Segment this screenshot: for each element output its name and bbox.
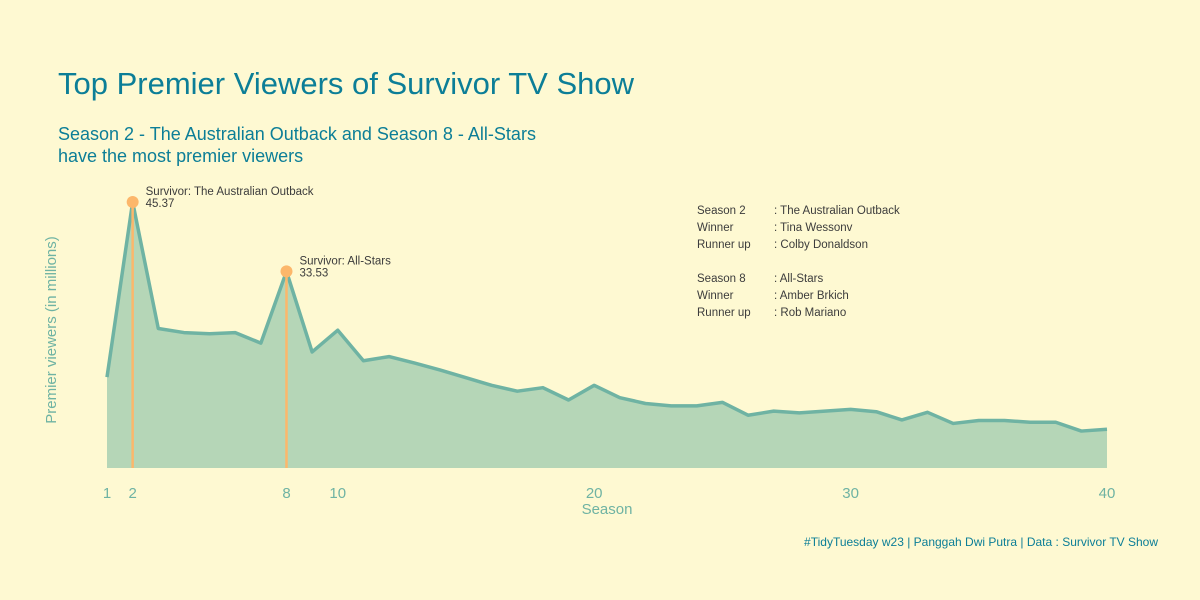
info-value: : Colby Donaldson xyxy=(774,239,868,251)
info-key: Runner up xyxy=(697,307,751,319)
info-value: : The Australian Outback xyxy=(774,205,900,217)
line-layer xyxy=(105,200,1108,433)
x-tick-label: 40 xyxy=(1099,485,1116,502)
season-info-panel: Season 2 : The Australian Outback Winner:… xyxy=(697,203,900,322)
x-tick-label: 2 xyxy=(128,485,136,502)
chart-caption: #TidyTuesday w23 | Panggah Dwi Putra | D… xyxy=(804,535,1158,549)
info-value: : Rob Mariano xyxy=(774,307,847,319)
info-value: : All-Stars xyxy=(774,273,824,285)
highlight-label: Survivor: The Australian Outback xyxy=(146,186,314,198)
info-value: : Amber Brkich xyxy=(774,290,849,302)
x-tick-label: 20 xyxy=(586,485,603,502)
chart-title: Top Premier Viewers of Survivor TV Show xyxy=(58,66,635,101)
highlight-point xyxy=(126,196,139,208)
chart-subtitle: Season 2 - The Australian Outback and Se… xyxy=(58,123,536,167)
viewers-area xyxy=(107,202,1107,468)
info-key: Runner up xyxy=(697,239,751,251)
x-axis-label: Season xyxy=(582,501,633,518)
highlight-value-label: 33.53 xyxy=(299,267,328,279)
info-spacer xyxy=(697,254,900,271)
info-row-season8-runnerup: Runner up : Rob Mariano xyxy=(697,305,900,322)
info-key: Winner xyxy=(697,222,734,234)
info-row-season8-winner: Winner : Amber Brkich xyxy=(697,288,900,305)
info-value: : Tina Wessonv xyxy=(774,222,853,234)
x-tick-label: 1 xyxy=(103,485,111,502)
info-row-season8: Season 8 : All-Stars xyxy=(697,271,900,288)
x-tick-label: 8 xyxy=(282,485,290,502)
x-tick-label: 30 xyxy=(842,485,859,502)
y-axis-label: Premier viewers (in millions) xyxy=(43,236,60,424)
viewers-line xyxy=(105,200,1108,433)
info-row-season2-winner: Winner : Tina Wessonv xyxy=(697,220,900,237)
info-row-season2: Season 2 : The Australian Outback xyxy=(697,203,900,220)
subtitle-line-2: have the most premier viewers xyxy=(58,146,304,166)
info-key: Season 8 xyxy=(697,273,746,285)
highlight-value-label: 45.37 xyxy=(146,198,175,210)
highlight-label: Survivor: All-Stars xyxy=(299,255,391,267)
info-key: Season 2 xyxy=(697,205,746,217)
info-key: Winner xyxy=(697,290,734,302)
area-layer xyxy=(107,202,1107,468)
subtitle-line-1: Season 2 - The Australian Outback and Se… xyxy=(58,124,536,144)
info-row-season2-runnerup: Runner up : Colby Donaldson xyxy=(697,237,900,254)
x-tick-label: 10 xyxy=(329,485,346,502)
x-axis-ticks: 1 2 8 10 20 30 40 xyxy=(103,485,1116,502)
highlight-point xyxy=(280,265,293,278)
